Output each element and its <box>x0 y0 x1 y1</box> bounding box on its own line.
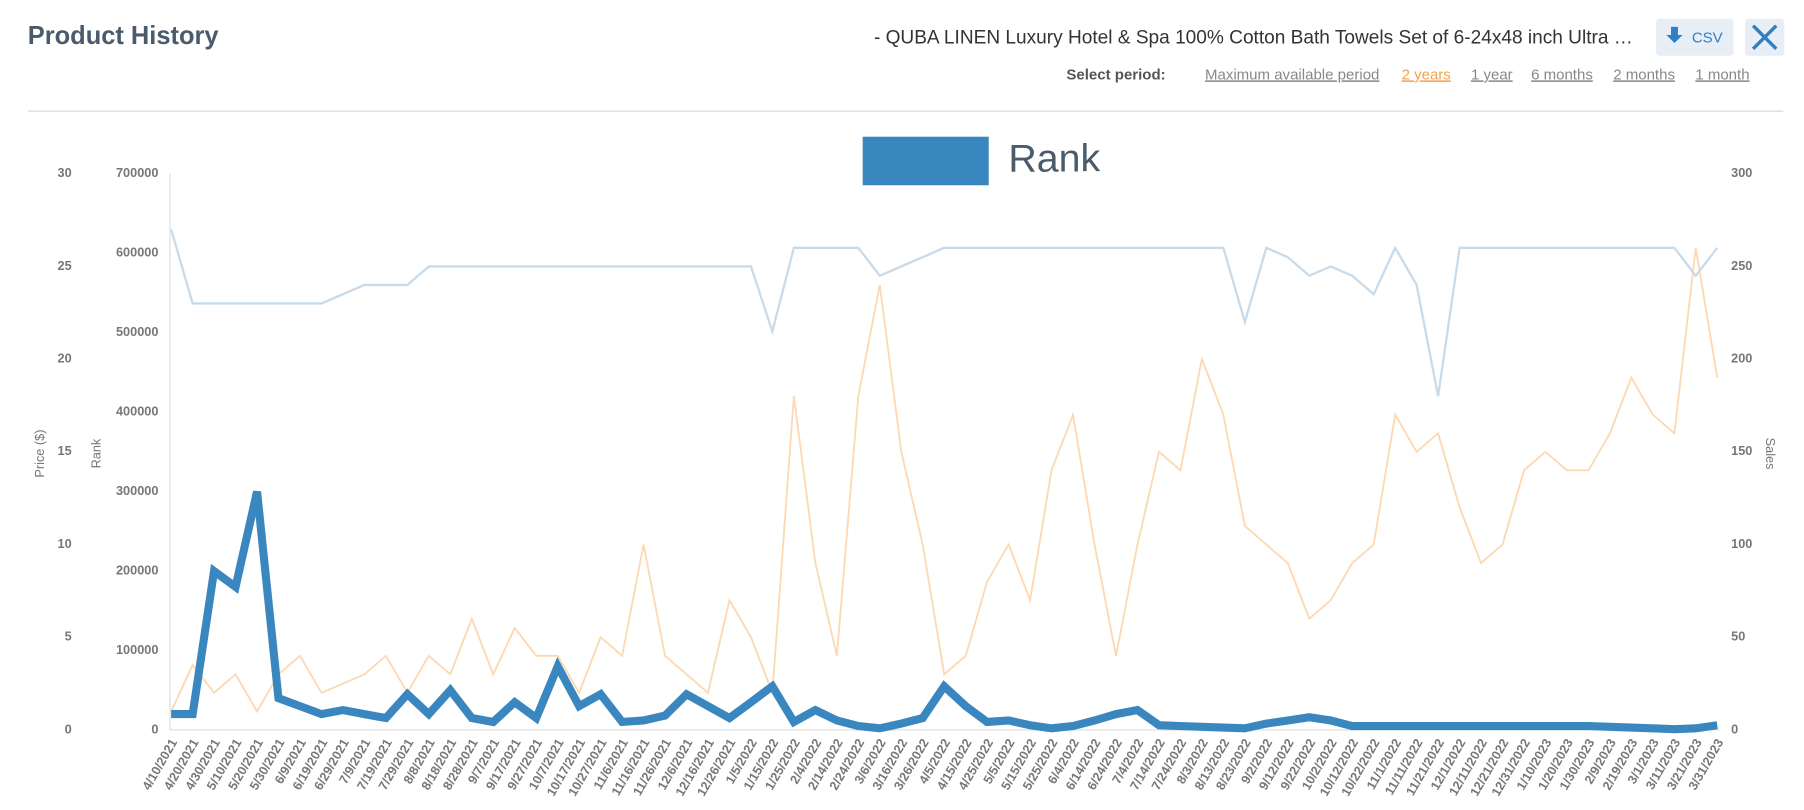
y3-tick-label: 200000 <box>116 562 158 577</box>
y3-tick-label: 700000 <box>116 165 158 180</box>
period-link[interactable]: 1 year <box>1471 66 1513 83</box>
y3-tick-label: 100000 <box>116 642 158 657</box>
y3-tick-label: 0 <box>151 721 158 736</box>
y2-tick-label: 0 <box>1731 721 1738 736</box>
series-line <box>170 247 1719 714</box>
page-title: Product History <box>28 22 220 50</box>
rank-axis-title: Rank <box>88 438 103 468</box>
y2-tick-label: 100 <box>1731 536 1752 551</box>
y-tick-label: 20 <box>58 350 72 365</box>
y3-tick-label: 300000 <box>116 483 158 498</box>
y3-tick-label: 600000 <box>116 245 158 260</box>
period-link[interactable]: 6 months <box>1531 66 1593 83</box>
legend: Rank <box>862 136 1100 186</box>
csv-button[interactable]: CSV <box>1655 18 1734 56</box>
y2-tick-label: 150 <box>1731 443 1752 458</box>
csv-label: CSV <box>1692 29 1723 46</box>
period-link[interactable]: Maximum available period <box>1205 66 1379 83</box>
y-tick-label: 25 <box>58 258 72 273</box>
y-tick-label: 10 <box>58 536 72 551</box>
y2-tick-label: 250 <box>1731 258 1752 273</box>
series-line <box>171 490 1718 734</box>
y2-tick-label: 50 <box>1731 629 1745 644</box>
legend-swatch <box>862 136 989 186</box>
y-axis-title: Price ($) <box>32 430 47 478</box>
product-name: - QUBA LINEN Luxury Hotel & Spa 100% Cot… <box>874 27 1633 48</box>
download-icon <box>1666 26 1683 44</box>
period-links: Maximum available period 2 years 1 year 6 m… <box>1205 66 1750 83</box>
close-icon <box>1751 24 1778 51</box>
close-button[interactable] <box>1745 18 1785 56</box>
legend-label: Rank <box>1008 136 1100 180</box>
series-line <box>170 229 1719 397</box>
y-tick-label: 15 <box>58 443 72 458</box>
y-tick-label: 30 <box>58 165 72 180</box>
plot-area: 0510152025300100000200000300000400000500… <box>58 165 1753 799</box>
y3-tick-label: 500000 <box>116 324 158 339</box>
period-link[interactable]: 2 months <box>1613 66 1675 83</box>
y-tick-label: 0 <box>65 721 72 736</box>
period-link[interactable]: 1 month <box>1695 66 1749 83</box>
y3-tick-label: 400000 <box>116 403 158 418</box>
y2-tick-label: 300 <box>1731 165 1752 180</box>
y2-axis-title: Sales <box>1763 438 1778 470</box>
period-link[interactable]: 2 years <box>1402 66 1451 83</box>
y2-tick-label: 200 <box>1731 350 1752 365</box>
y-tick-label: 5 <box>65 629 72 644</box>
period-label: Select period: <box>1066 66 1165 83</box>
